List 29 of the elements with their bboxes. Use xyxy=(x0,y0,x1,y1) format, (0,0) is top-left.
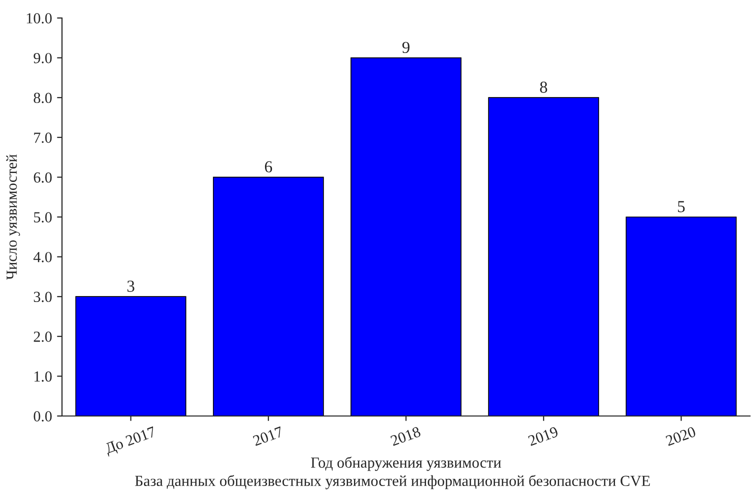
x-tick-label: 2019 xyxy=(528,426,559,446)
y-tick-label: 1.0 xyxy=(34,371,52,382)
x-tick-label: 2017 xyxy=(252,426,284,446)
y-tick-label: 6.0 xyxy=(34,172,52,183)
data-label: 6 xyxy=(264,161,272,172)
data-label: 8 xyxy=(540,82,548,93)
data-label: 9 xyxy=(402,42,410,54)
y-tick-label: 5.0 xyxy=(34,212,52,223)
y-tick-label: 2.0 xyxy=(34,332,52,342)
y-tick-label: 7.0 xyxy=(34,132,52,143)
y-tick-label: 3.0 xyxy=(34,292,52,302)
y-tick-label: 10.0 xyxy=(26,13,52,24)
x-tick-label: 2018 xyxy=(390,426,422,446)
y-tick-label: 4.0 xyxy=(33,252,52,262)
data-label: 3 xyxy=(127,280,134,292)
y-tick-label: 9.0 xyxy=(34,52,52,64)
y-tick-label: 8.0 xyxy=(34,92,52,104)
bar xyxy=(626,216,737,416)
data-label: 5 xyxy=(678,201,685,212)
x-axis-title: Год обнаружения уязвимости xyxy=(311,456,502,471)
x-tick-label: До 2017 xyxy=(104,426,158,457)
y-tick-label: 0.0 xyxy=(34,411,52,422)
text: База данных общеизвестных уязвимостей информационной безопасности CVE xyxy=(135,474,650,490)
bar xyxy=(488,97,600,416)
y-axis-title: Число уязвимостей xyxy=(6,154,20,280)
x-tick-label: 2020 xyxy=(665,426,696,446)
bar xyxy=(212,176,324,416)
bar xyxy=(75,296,186,416)
bar xyxy=(350,57,462,416)
